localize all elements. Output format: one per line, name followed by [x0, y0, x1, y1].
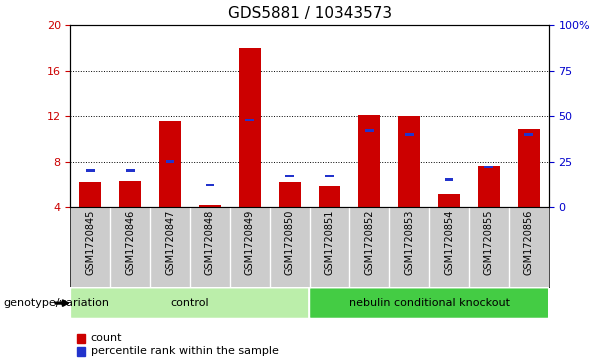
Text: genotype/variation: genotype/variation	[3, 298, 109, 308]
Bar	[444, 179, 454, 181]
Bar	[484, 166, 493, 168]
Bar	[205, 184, 215, 186]
Text: GSM1720851: GSM1720851	[324, 209, 335, 275]
Bar	[359, 115, 380, 207]
Bar	[80, 182, 101, 207]
Text: GSM1720850: GSM1720850	[284, 209, 295, 275]
Text: count: count	[91, 334, 122, 343]
Text: GSM1720846: GSM1720846	[125, 209, 135, 274]
FancyBboxPatch shape	[70, 287, 310, 319]
Text: nebulin conditional knockout: nebulin conditional knockout	[349, 298, 509, 308]
Text: GSM1720848: GSM1720848	[205, 209, 215, 274]
Title: GDS5881 / 10343573: GDS5881 / 10343573	[227, 7, 392, 21]
Bar	[279, 182, 300, 207]
Text: GSM1720847: GSM1720847	[165, 209, 175, 275]
Text: GSM1720849: GSM1720849	[245, 209, 255, 274]
Text: percentile rank within the sample: percentile rank within the sample	[91, 346, 278, 356]
Bar	[518, 129, 539, 207]
Bar	[120, 181, 141, 207]
Bar	[86, 170, 95, 172]
Text: GSM1720856: GSM1720856	[524, 209, 534, 275]
Bar	[478, 166, 500, 207]
Bar	[438, 195, 460, 207]
Text: control: control	[170, 298, 210, 308]
Bar	[199, 205, 221, 207]
Text: GSM1720845: GSM1720845	[85, 209, 96, 275]
Bar	[245, 119, 254, 121]
Bar	[325, 175, 334, 177]
Bar	[405, 133, 414, 135]
Text: GSM1720854: GSM1720854	[444, 209, 454, 275]
Bar	[398, 116, 420, 207]
Text: GSM1720852: GSM1720852	[364, 209, 375, 275]
Bar	[159, 121, 181, 207]
Bar	[524, 133, 533, 135]
Bar	[239, 48, 261, 207]
Bar	[285, 175, 294, 177]
Bar	[166, 160, 175, 163]
Bar	[319, 187, 340, 207]
Text: GSM1720855: GSM1720855	[484, 209, 494, 275]
FancyBboxPatch shape	[309, 287, 549, 319]
Text: GSM1720853: GSM1720853	[404, 209, 414, 275]
Bar	[126, 170, 135, 172]
Bar	[365, 130, 374, 132]
